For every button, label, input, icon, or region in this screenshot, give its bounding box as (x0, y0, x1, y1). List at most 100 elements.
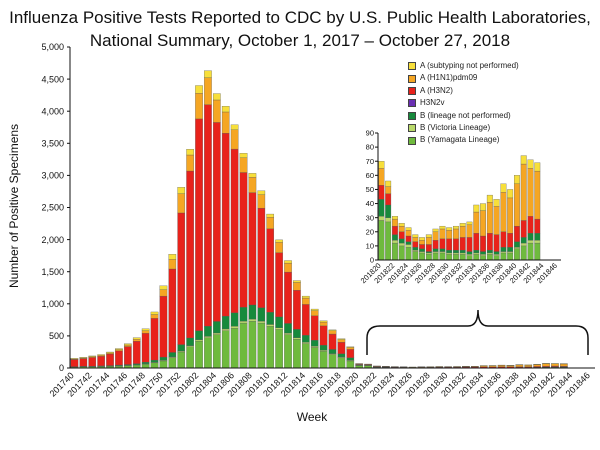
bar-segment: 201819 A (H3N2): 130 (346, 349, 355, 358)
bar-segment: 201801 B (Yamagata Lineage): 330 (186, 346, 194, 369)
bar-segment: 201809 A (H3N2): 1550 (257, 207, 266, 308)
bar-segment: 201826 A (H1N1)pdm09: 3 (419, 240, 425, 245)
bar-segment: 201840 A (H1N1)pdm09: 30 (514, 183, 520, 227)
bar-segment: 201814 A (H3N2): 480 (302, 304, 310, 336)
bar-segment: 201749 B (lineage not performed): 35 (150, 359, 159, 363)
bar-segment: 201835 A (subtyping not performed): 5 (480, 203, 486, 211)
bar-segment: 201801 A (H1N1)pdm09: 250 (186, 154, 194, 172)
bar-segment: 201816 A (H3N2): 300 (319, 325, 328, 346)
bar-segment: 201808 B (Yamagata Lineage): 730 (248, 320, 257, 369)
bar-segment: 201835 A (H1N1)pdm09: 18 (488, 365, 497, 368)
bar-segment: 201834 B (lineage not performed): 2 (473, 249, 480, 254)
bar-segment: 201749 A (H1N1)pdm09: 60 (150, 314, 159, 319)
y-axis-title: Number of Positive Specimens (7, 124, 21, 288)
bar-segment: 201840 B (lineage not performed): 4 (514, 241, 520, 248)
y-tick-label: 1,000 (41, 299, 64, 309)
bar-segment: 201802 B (Victoria Lineage): 20 (195, 339, 203, 342)
bar-segment: 201829 A (H3N2): 7 (439, 238, 446, 249)
bar-segment: 201815 A (subtyping not performed): 25 (310, 308, 319, 311)
zoom-bracket (366, 309, 589, 355)
bar-segment: 201833 B (Victoria Lineage): 1 (466, 254, 473, 256)
bar-segment: 201752 A (H1N1)pdm09: 300 (177, 193, 186, 214)
bar-segment: 201834 A (H3N2): 12 (473, 233, 480, 251)
bar-segment: 201812 A (H1N1)pdm09: 140 (284, 262, 292, 273)
bar-segment: 201831 B (Yamagata Lineage): 4 (453, 254, 459, 261)
legend-item: B (Yamagata Lineage) (408, 134, 558, 146)
bar-segment: 201749 B (Yamagata Lineage): 80 (150, 362, 159, 369)
bar-segment: 201817 A (H1N1)pdm09: 50 (328, 330, 337, 335)
bar-segment: 201835 A (H1N1)pdm09: 18 (480, 210, 486, 237)
bar-segment: 201816 A (subtyping not performed): 20 (319, 320, 328, 323)
legend-swatch (408, 62, 416, 71)
bar-segment: 201825 B (Yamagata Lineage): 6 (412, 251, 419, 261)
bar-segment: 201803 A (H3N2): 3450 (204, 104, 212, 327)
bar-segment: 201826 B (Yamagata Lineage): 5 (419, 252, 425, 261)
bar-segment: 201819 A (H1N1)pdm09: 30 (346, 347, 355, 350)
bar-segment: 201741 A (H3N2): 120 (79, 358, 88, 367)
bar-segment: 201842 A (H1N1)pdm09: 34 (527, 168, 534, 217)
legend-label: B (Yamagata Lineage) (420, 135, 500, 145)
bar-segment: 201809 B (Yamagata Lineage): 700 (257, 322, 266, 369)
bar-segment: 201827 A (H1N1)pdm09: 5 (425, 237, 432, 245)
bar-segment: 201751 A (H3N2): 1300 (168, 268, 177, 353)
bar-segment: 201752 B (Yamagata Lineage): 250 (177, 351, 186, 369)
bar-segment: 201819 A (subtyping not performed): 10 (346, 346, 355, 348)
bar-segment: 201829 B (Victoria Lineage): 1 (439, 251, 446, 254)
bar-segment: 201802 A (H1N1)pdm09: 400 (195, 93, 203, 120)
bar-segment: 201749 A (subtyping not performed): 40 (150, 311, 159, 315)
bar-segment: 201751 B (Yamagata Lineage): 160 (168, 357, 177, 369)
bar-segment: 201811 B (Victoria Lineage): 26 (275, 327, 283, 330)
bar-segment: 201814 B (Victoria Lineage): 20 (302, 342, 310, 344)
bar-segment: 201740 A (H3N2): 110 (70, 359, 79, 367)
bar-segment: 201842 A (subtyping not performed): 6 (527, 159, 534, 169)
bar-segment: 201807 A (H1N1)pdm09: 230 (239, 157, 248, 173)
y-tick-label: 4,000 (41, 106, 64, 116)
bar-segment: 201815 B (Victoria Lineage): 18 (310, 346, 319, 348)
bar-segment: 201807 B (Yamagata Lineage): 700 (239, 322, 248, 369)
bar-segment: 201832 A (subtyping not performed): 2 (459, 223, 466, 227)
bar-segment: 201836 A (H3N2): 12 (486, 233, 493, 251)
bar-segment: 201842 A (H1N1)pdm09: 34 (551, 363, 559, 367)
legend: A (subtyping not performed) A (H1N1)pdm0… (408, 60, 558, 147)
bar-segment: 201808 A (subtyping not performed): 60 (248, 173, 257, 178)
bar-segment: 201806 A (subtyping not performed): 80 (230, 124, 239, 130)
y-tick-label: 20 (366, 227, 374, 236)
bar-segment: 201826 B (Victoria Lineage): 1 (419, 251, 425, 254)
bar-segment: 201750 B (Yamagata Lineage): 110 (159, 360, 168, 369)
bar-segment: 201836 B (Yamagata Lineage): 4 (486, 254, 493, 261)
bar-segment: 201830 B (Yamagata Lineage): 4 (446, 254, 453, 261)
bar-segment: 201818 A (H3N2): 180 (337, 342, 346, 354)
legend-swatch (408, 99, 416, 108)
bar-segment: 201822 B (Yamagata Lineage): 12 (392, 242, 398, 261)
bar-segment: 201807 B (lineage not performed): 215 (239, 307, 248, 322)
bar-segment: 201804 B (lineage not performed): 180 (213, 321, 221, 334)
bar-segment: 201843 A (H1N1)pdm09: 34 (560, 363, 568, 367)
bar-segment: 201818 B (lineage not performed): 50 (337, 353, 346, 358)
bar-segment: 201811 A (subtyping not performed): 40 (275, 239, 283, 243)
bar-segment: 201840 A (H1N1)pdm09: 30 (533, 364, 541, 367)
y-tick-label: 2,500 (41, 203, 64, 213)
bar-segment: 201804 B (Yamagata Lineage): 520 (213, 334, 221, 369)
bar-segment: 201820 A (subtyping not performed): 5 (378, 161, 385, 169)
bar-segment: 201819 B (Yamagata Lineage): 110 (346, 360, 355, 369)
bar-segment: 201842 B (lineage not performed): 5 (527, 233, 534, 241)
bar-segment: 201830 B (lineage not performed): 2 (446, 249, 453, 254)
bar-segment: 201803 B (Victoria Lineage): 22 (204, 336, 212, 338)
bar-segment: 201817 A (H3N2): 240 (328, 333, 337, 350)
bar-segment: 201817 B (lineage not performed): 65 (328, 349, 337, 354)
bar-segment: 201837 A (H1N1)pdm09: 20 (506, 365, 515, 367)
bar-segment: 201843 B (lineage not performed): 5 (534, 233, 541, 241)
y-tick-label: 30 (366, 213, 374, 222)
bar-segment: 201829 A (H1N1)pdm09: 7 (439, 228, 446, 239)
bar-segment: 201807 A (H3N2): 2100 (239, 172, 248, 308)
legend-item: A (H3N2) (408, 85, 558, 97)
legend-item: H3N2v (408, 97, 558, 109)
bar-segment: 201839 B (Victoria Lineage): 1 (507, 251, 514, 254)
y-tick-label: 40 (366, 199, 374, 208)
bar-segment: 201843 B (Victoria Lineage): 2 (534, 240, 541, 244)
bar-segment: 201746 A (H1N1)pdm09: 25 (124, 344, 132, 347)
bar-segment: 201746 A (subtyping not performed): 20 (124, 343, 132, 346)
